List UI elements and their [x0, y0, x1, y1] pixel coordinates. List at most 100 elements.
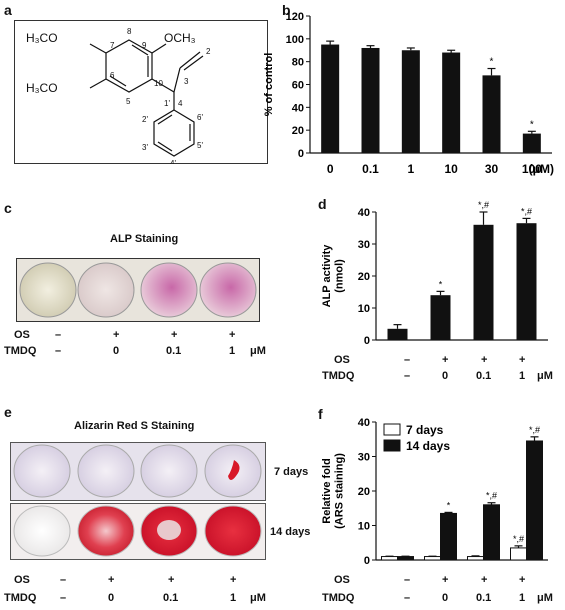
e-tmdq-label: TMDQ	[4, 592, 37, 604]
atom-number-8: 8	[127, 27, 132, 36]
d-significance-mark: *,#	[521, 206, 532, 216]
atom-number-9: 9	[142, 41, 147, 50]
alp-well-2	[77, 262, 135, 318]
f-significance-mark: *,#	[529, 425, 540, 435]
atom-number-4: 4	[178, 99, 183, 108]
c-tmdq-value-3: 0.1	[166, 345, 182, 357]
f-os-value-2: +	[442, 574, 449, 586]
och3-label-right: OCH₃	[164, 31, 196, 45]
f-y-tick-label: 40	[358, 417, 370, 429]
atom-number-1p: 1'	[164, 99, 170, 108]
f-y-axis-label: Relative fold(ARS staining)	[321, 453, 346, 529]
b-x-tick-label: 0	[327, 162, 334, 176]
b-x-tick-label: 1	[407, 162, 414, 176]
f-bar-14-days	[483, 504, 500, 561]
b-y-tick-label: 60	[292, 80, 304, 92]
chemical-structure: H₃CO H₃CO OCH₃ 7 8 9 6 5 10 2 3 4 1' 2' …	[14, 20, 268, 164]
och3-label-left-top: H₃CO	[26, 31, 58, 45]
d-os-value-4: +	[519, 354, 526, 366]
b-significance-mark: *	[530, 119, 534, 130]
d-y-tick-label: 30	[358, 239, 370, 251]
f-tmdq-value-2: 0	[442, 592, 449, 604]
f-bar-7-days	[467, 556, 484, 561]
atom-number-10: 10	[154, 79, 163, 88]
b-x-tick-label: 0.1	[362, 162, 379, 176]
atom-number-5p: 5'	[197, 141, 203, 150]
f-bar-7-days	[424, 556, 441, 561]
f-legend-label: 7 days	[406, 423, 444, 437]
e-os-value-2: +	[108, 574, 115, 586]
c-tmdq-label: TMDQ	[4, 345, 37, 357]
f-bar-7-days	[510, 547, 527, 561]
atom-number-2: 2	[206, 47, 211, 56]
panel-letter-e: e	[4, 404, 12, 420]
e-tmdq-value-4: 1	[230, 592, 237, 604]
d-tmdq-value-2: 0	[442, 370, 449, 382]
ars-14d-well-2	[77, 505, 135, 557]
c-os-value-1: –	[55, 329, 62, 341]
atom-number-6p: 6'	[197, 113, 203, 122]
d-significance-mark: *	[439, 279, 443, 289]
e-tmdq-value-1: –	[60, 592, 67, 604]
och3-label-left-bottom: H₃CO	[26, 81, 58, 95]
ars-staining-plates	[10, 442, 266, 560]
ars-row-14-days: 14 days	[270, 526, 311, 538]
e-unit-label: μM	[250, 592, 266, 604]
ars-7d-well-3	[140, 444, 198, 498]
b-x-unit-label: (μM)	[529, 162, 554, 176]
d-tmdq-value-3: 0.1	[476, 370, 492, 382]
b-x-tick-label: 100	[522, 162, 542, 176]
alp-well-4	[199, 262, 257, 318]
f-tmdq-value-3: 0.1	[476, 592, 492, 604]
f-os-value-4: +	[519, 574, 526, 586]
c-tmdq-value-4: 1	[229, 345, 236, 357]
d-bar	[430, 295, 451, 340]
f-y-tick-label: 20	[358, 486, 370, 498]
d-os-label: OS	[334, 354, 350, 366]
c-os-label: OS	[14, 329, 30, 341]
d-bar	[387, 328, 408, 340]
d-significance-mark: *,#	[478, 200, 489, 210]
alp-activity-bar-chart: 0 10 20 30 40 ALP activity(nmol) * *,# *,#	[321, 200, 548, 347]
panel-letter-a: a	[4, 2, 12, 18]
c-tmdq-value-1: –	[55, 345, 62, 357]
f-os-value-1: –	[404, 574, 411, 586]
ars-row-7-days: 7 days	[274, 466, 309, 478]
e-os-label: OS	[14, 574, 30, 586]
e-tmdq-value-3: 0.1	[163, 592, 179, 604]
ars-relative-fold-bar-chart: 0 10 20 30 40 Relative fold(ARS staining) *,# *…	[321, 417, 548, 567]
c-tmdq-value-2: 0	[113, 345, 120, 357]
d-y-tick-label: 10	[358, 303, 370, 315]
f-bar-14-days	[440, 512, 457, 561]
ars-staining-caption: Alizarin Red S Staining	[74, 420, 195, 432]
b-significance-mark: *	[490, 57, 494, 68]
ars-14d-well-1	[13, 505, 71, 557]
panel-letter-b: b	[282, 2, 291, 18]
f-y-tick-label: 10	[358, 521, 370, 533]
f-significance-mark: *	[447, 500, 451, 510]
d-tmdq-label: TMDQ	[322, 370, 355, 382]
c-os-value-2: +	[113, 329, 120, 341]
alp-well-1	[19, 262, 77, 318]
ars-7d-well-1	[13, 444, 71, 498]
d-bar	[473, 224, 494, 340]
e-os-value-4: +	[230, 574, 237, 586]
d-os-value-3: +	[481, 354, 488, 366]
alp-staining-caption: ALP Staining	[110, 233, 179, 245]
b-y-tick-label: 20	[292, 125, 304, 137]
b-bar	[361, 47, 380, 153]
f-y-tick-label: 30	[358, 452, 370, 464]
atom-number-5: 5	[126, 97, 131, 106]
atom-number-3p: 3'	[142, 143, 148, 152]
c-unit-label: μM	[250, 345, 266, 357]
b-x-tick-label: 10	[444, 162, 458, 176]
atom-number-4p: 4'	[170, 159, 176, 164]
alp-staining-plate	[16, 258, 260, 322]
atom-number-7: 7	[110, 41, 115, 50]
c-os-value-3: +	[171, 329, 178, 341]
d-bar	[516, 223, 537, 340]
f-os-value-3: +	[481, 574, 488, 586]
f-os-label: OS	[334, 574, 350, 586]
d-unit-label: μM	[537, 370, 553, 382]
f-bar-7-days	[381, 556, 398, 561]
